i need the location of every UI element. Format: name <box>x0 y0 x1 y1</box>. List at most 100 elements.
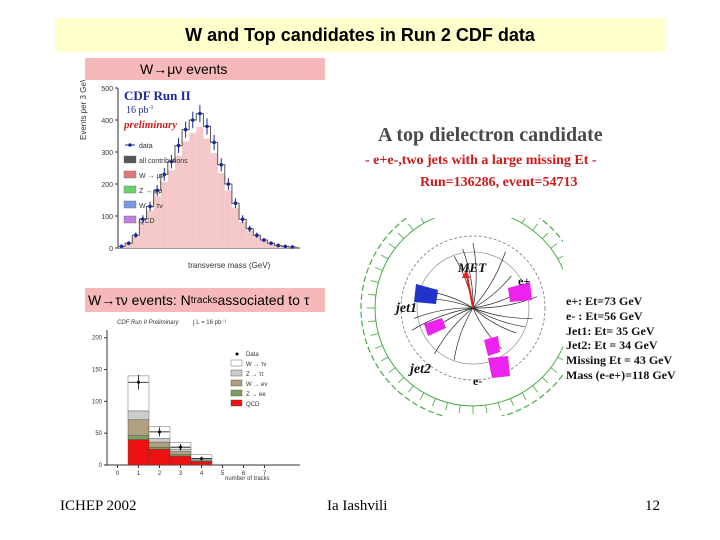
plot1-wmunu-bar <box>167 170 175 248</box>
plot1-wmunu-bar <box>239 222 247 248</box>
plot1-wmunu-bar <box>132 236 140 248</box>
slide-title: W and Top candidates in Run 2 CDF data <box>55 18 665 52</box>
plot1-legend: data all contributions W → μν Z → μμ W → τν Q… <box>123 143 188 225</box>
tracker-outer-ring <box>400 235 546 381</box>
plot1-ytick-label: 500 <box>101 86 113 93</box>
plot1-lumi: 16 pb-1 <box>126 105 154 116</box>
plot2-bar-segment <box>127 435 150 440</box>
plot1-wmunu-bar <box>210 152 218 248</box>
plot2-legend-swatch <box>230 379 243 387</box>
plot1-data-point <box>169 159 174 164</box>
candidate-title: A top dielectron candidate <box>378 124 603 146</box>
plot2-xtick-label: 6 <box>242 471 246 477</box>
event-track <box>411 307 474 331</box>
met-label: MET <box>457 260 487 275</box>
plot1-wmunu-bar <box>246 230 254 248</box>
plot1-data-point <box>219 163 224 167</box>
plot1-wmunu-bar <box>174 155 183 248</box>
plot1-background-bands <box>118 127 296 248</box>
plot2-bar-segment <box>190 461 213 466</box>
plot1-data-point <box>240 217 245 221</box>
outer-calorimeter-ring <box>360 218 563 416</box>
eplus-label: e+ <box>518 274 530 288</box>
plot1-data-point <box>190 118 195 122</box>
plot1-wmunu-bar <box>196 127 204 248</box>
plot1-data-point <box>198 111 202 116</box>
plot1-wmunu-bar <box>189 132 197 248</box>
jet2-energy-deposit <box>424 318 446 336</box>
plot1-ytick-label: 100 <box>101 214 113 221</box>
event-track <box>472 242 477 309</box>
met-arrow-head <box>462 270 470 278</box>
calorimeter-tower <box>532 385 538 393</box>
plot1-status: preliminary <box>123 119 177 131</box>
plot2-legend-label: W → τν <box>246 362 266 368</box>
calorimeter-tower <box>419 392 425 400</box>
eminus-label: e- <box>473 374 482 388</box>
plot2-xtick-label: 0 <box>116 471 120 477</box>
plot2-data-points <box>128 375 212 461</box>
plot1-data-point <box>226 182 231 186</box>
plot1-data-point <box>162 172 167 177</box>
plot1-data-point <box>176 143 181 148</box>
eplus-energy-deposit <box>508 282 532 302</box>
plot1-title: CDF Run II <box>124 88 191 103</box>
plot1-legend-label: Z → μμ <box>139 188 162 195</box>
plot2-legend-swatch <box>230 369 243 377</box>
calorimeter-tower <box>542 232 549 239</box>
plot2-legend-swatch <box>230 399 243 407</box>
plot1-data-point <box>290 245 295 249</box>
plot2-xlabel: number of tracks <box>225 476 270 482</box>
plot1-data-point <box>134 233 138 237</box>
w-tau-nu-label-suffix: associated to τ <box>217 292 310 308</box>
calorimeter-tower <box>445 402 449 411</box>
calorimeter-tower <box>485 405 488 414</box>
w-tau-nu-label-prefix: W→τν events: N <box>88 292 191 308</box>
plot1-wmunu-bar <box>253 236 261 248</box>
calorimeter-tower <box>388 243 396 249</box>
plot1-legend-label: all contributions <box>139 158 188 165</box>
info-mass: Mass (e-e+)=118 GeV <box>566 367 676 382</box>
plot1-wmunu-bar <box>203 138 211 248</box>
plot1-legend-swatch-point <box>128 143 132 147</box>
plot1-ytick-label: 400 <box>101 118 113 125</box>
plot2-data-point <box>200 457 203 461</box>
plot2-legend: Data W → τν Z → ττ W → eν Z → ee QCD <box>230 352 267 408</box>
event-track <box>472 251 506 309</box>
info-jet1: Jet1: Et= 35 GeV <box>566 323 655 338</box>
plot2-bar-segment <box>148 441 171 448</box>
plot2-xtick-label: 4 <box>200 471 204 477</box>
calorimeter-tower <box>408 385 414 393</box>
plot1-legend-label: data <box>139 143 153 150</box>
plot1-legend-swatch <box>123 215 137 224</box>
calorimeter-tower <box>381 254 389 260</box>
plot2-legend-swatch <box>235 352 239 356</box>
plot1-wmunu-bar <box>139 222 147 248</box>
plot1-data-points <box>119 105 295 249</box>
candidate-subtitle: - e+e-,two jets with a large missing Et … <box>365 153 597 168</box>
event-track <box>472 307 517 334</box>
footer-page-number: 12 <box>645 498 660 514</box>
footer-author: Ia Iashvili <box>327 498 388 514</box>
calorimeter-tower <box>557 356 563 361</box>
plot2-ytick-label: 200 <box>92 336 103 342</box>
calorimeter-tower <box>408 223 414 231</box>
calorimeter-tower <box>381 356 389 362</box>
plot2-bar-segment <box>169 455 192 466</box>
plot2-legend-swatch <box>230 389 243 397</box>
plot2-bar-segment <box>127 410 150 421</box>
plot1-data-point <box>283 244 288 249</box>
candidate-run-event: Run=136286, event=54713 <box>420 175 578 190</box>
plot1-wmunu-bar <box>231 207 240 248</box>
jet1-label: jet1 <box>394 301 417 316</box>
event-display-background <box>358 218 563 416</box>
plot1-xlabel: transverse mass (GeV) <box>188 261 271 270</box>
plot1-data-point <box>255 233 259 237</box>
plot2-xtick-label: 3 <box>179 471 183 477</box>
plot2-ytick-label: 150 <box>92 368 103 374</box>
calorimeter-tower <box>367 293 376 296</box>
plot2-legend-swatch <box>230 359 243 367</box>
plot2-ytick-label: 50 <box>95 431 102 437</box>
calorimeter-tower <box>542 377 549 384</box>
plot1-legend-swatch <box>123 155 137 164</box>
